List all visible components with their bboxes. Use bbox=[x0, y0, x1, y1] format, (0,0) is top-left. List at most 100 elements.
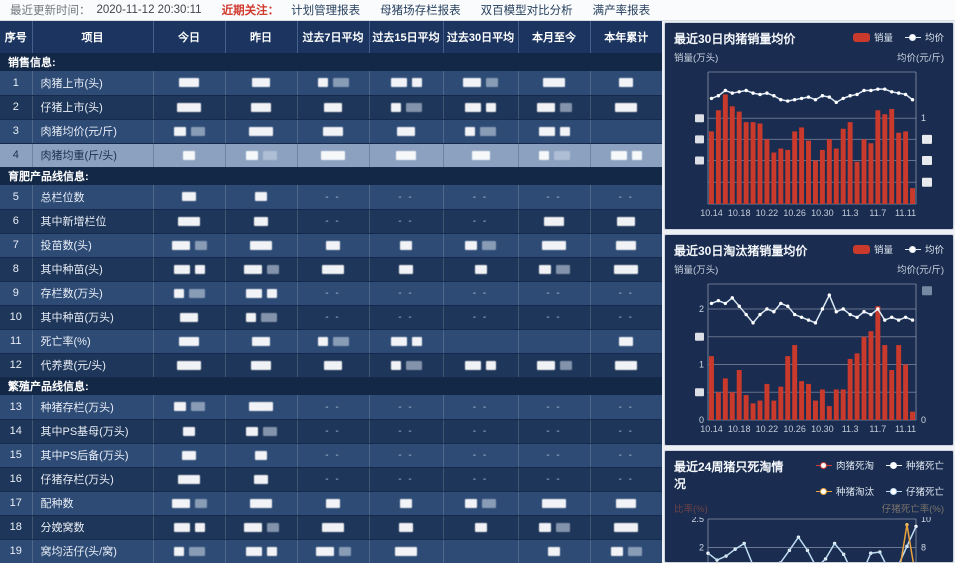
redacted-value bbox=[591, 498, 663, 508]
table-cell bbox=[590, 257, 663, 282]
empty-value: - - bbox=[472, 288, 489, 299]
column-header: 本月至今 bbox=[518, 21, 591, 54]
table-row[interactable]: 3 肉猪均价(元/斤) bbox=[0, 119, 662, 144]
table-cell bbox=[369, 143, 444, 168]
svg-text:10.14: 10.14 bbox=[700, 424, 723, 434]
redacted-value bbox=[298, 102, 369, 112]
redacted-value bbox=[591, 216, 663, 226]
chart-canvas: 2.510281.56 bbox=[691, 514, 931, 562]
table-cell bbox=[225, 305, 298, 330]
redacted-value bbox=[444, 78, 518, 88]
report-link[interactable]: 双百模型对比分析 bbox=[480, 5, 573, 17]
redacted-value bbox=[298, 498, 369, 508]
table-row[interactable]: 8 其中种苗(头) bbox=[0, 257, 663, 282]
redacted-value bbox=[591, 264, 663, 274]
legend-item[interactable]: 仔猪死亡 bbox=[885, 484, 944, 498]
legend-item[interactable]: 种猪淘汰 bbox=[815, 484, 874, 498]
table-row[interactable]: 10 其中种苗(万头) - - - - - - - - - - bbox=[0, 305, 662, 330]
table-row[interactable]: 6 其中新增栏位 - - - - - - bbox=[0, 209, 663, 234]
table-cell bbox=[153, 119, 226, 144]
table-cell bbox=[369, 71, 444, 96]
table-cell bbox=[153, 419, 226, 444]
report-link[interactable]: 满产率报表 bbox=[592, 5, 651, 17]
table-cell: - - bbox=[369, 443, 444, 468]
column-header: 过去15日平均 bbox=[369, 21, 444, 54]
table-row[interactable]: 1 肉猪上市(头) bbox=[0, 71, 663, 96]
table-row[interactable]: 15 其中PS后备(万头) - - - - - - - - - - bbox=[0, 443, 662, 468]
legend-item[interactable]: 销量 bbox=[852, 242, 893, 256]
table-row[interactable]: 11 死亡率(%) bbox=[0, 329, 662, 354]
legend-item[interactable]: 销量 bbox=[852, 30, 893, 44]
table-cell bbox=[518, 143, 591, 168]
row-label: 投苗数(头) bbox=[32, 233, 154, 258]
table-row[interactable]: 18 分娩窝数 bbox=[0, 515, 662, 540]
legend-item[interactable]: 均价 bbox=[904, 30, 944, 44]
legend-item[interactable]: 肉猪死淘 bbox=[815, 458, 874, 472]
table-row[interactable]: 5 总栏位数 - - - - - - - - - - bbox=[0, 185, 662, 210]
redacted-value bbox=[370, 336, 443, 346]
table-cell bbox=[297, 71, 370, 96]
table-row[interactable]: 13 种猪存栏(万头) - - - - - - - - - - bbox=[0, 395, 662, 420]
row-label: 肉猪上市(头) bbox=[32, 71, 154, 96]
redacted-value bbox=[370, 78, 443, 88]
redacted-value bbox=[226, 126, 297, 136]
svg-text:11.3: 11.3 bbox=[842, 424, 859, 434]
redacted-value bbox=[298, 522, 369, 532]
table-cell bbox=[369, 515, 444, 540]
table-cell bbox=[443, 257, 519, 282]
table-cell bbox=[297, 95, 370, 120]
row-label: 代养费(元/头) bbox=[32, 353, 154, 378]
table-row[interactable]: 7 投苗数(头) bbox=[0, 233, 662, 258]
svg-text:11.3: 11.3 bbox=[842, 208, 859, 218]
row-number: 10 bbox=[0, 305, 33, 330]
table-cell: - - bbox=[443, 281, 519, 306]
row-number: 5 bbox=[0, 185, 33, 210]
table-cell: - - bbox=[297, 443, 370, 468]
table-cell bbox=[369, 353, 444, 378]
legend-item[interactable]: 均价 bbox=[904, 242, 944, 256]
table-row[interactable]: 2 仔猪上市(头) bbox=[0, 95, 663, 120]
table-cell bbox=[443, 491, 519, 516]
legend-item[interactable]: 种猪死亡 bbox=[885, 458, 944, 472]
report-link[interactable]: 计划管理报表 bbox=[291, 5, 361, 17]
table-cell bbox=[443, 353, 519, 378]
table-row[interactable]: 16 仔猪存栏(万头) - - - - - - - - - - bbox=[0, 467, 662, 492]
table-row[interactable]: 9 存栏数(万头) - - - - - - - - - - bbox=[0, 281, 662, 306]
redacted-value bbox=[226, 216, 297, 226]
redacted-value bbox=[591, 78, 663, 88]
table-row[interactable]: 19 窝均活仔(头/窝) bbox=[0, 539, 662, 563]
report-link[interactable]: 母猪场存栏报表 bbox=[380, 5, 461, 17]
row-label: 窝均活仔(头/窝) bbox=[32, 539, 154, 563]
redacted-value bbox=[444, 264, 518, 274]
table-cell: - - bbox=[590, 395, 662, 420]
table-cell bbox=[369, 257, 444, 282]
table-cell bbox=[590, 233, 662, 258]
redacted-value bbox=[298, 240, 369, 250]
table-cell bbox=[369, 95, 444, 120]
table-row[interactable]: 17 配种数 bbox=[0, 491, 663, 516]
redacted-value bbox=[226, 450, 297, 460]
redacted-value bbox=[591, 102, 663, 112]
table-row[interactable]: 12 代养费(元/头) bbox=[0, 353, 662, 378]
table-row[interactable]: 14 其中PS基母(万头) - - - - - - - - - - bbox=[0, 419, 662, 444]
redacted-value bbox=[154, 288, 225, 298]
table-cell bbox=[297, 257, 370, 282]
empty-value: - - bbox=[472, 450, 489, 461]
redacted-value bbox=[298, 150, 369, 160]
redacted-value bbox=[154, 216, 225, 226]
table-cell bbox=[590, 71, 663, 96]
table-cell: - - bbox=[590, 467, 662, 492]
table-cell: - - bbox=[443, 185, 519, 210]
legend-line-marker bbox=[885, 461, 902, 469]
redacted-value bbox=[154, 192, 225, 202]
row-number: 2 bbox=[0, 95, 33, 120]
table-cell bbox=[225, 443, 298, 468]
table-cell bbox=[153, 257, 226, 282]
table-row[interactable]: 4 肉猪均重(斤/头) bbox=[0, 143, 662, 168]
svg-text:8: 8 bbox=[921, 543, 926, 553]
table-cell: - - bbox=[518, 305, 591, 330]
redacted-value bbox=[226, 360, 297, 370]
table-cell bbox=[297, 143, 370, 168]
table-cell bbox=[297, 329, 370, 354]
redacted-value bbox=[519, 102, 590, 112]
